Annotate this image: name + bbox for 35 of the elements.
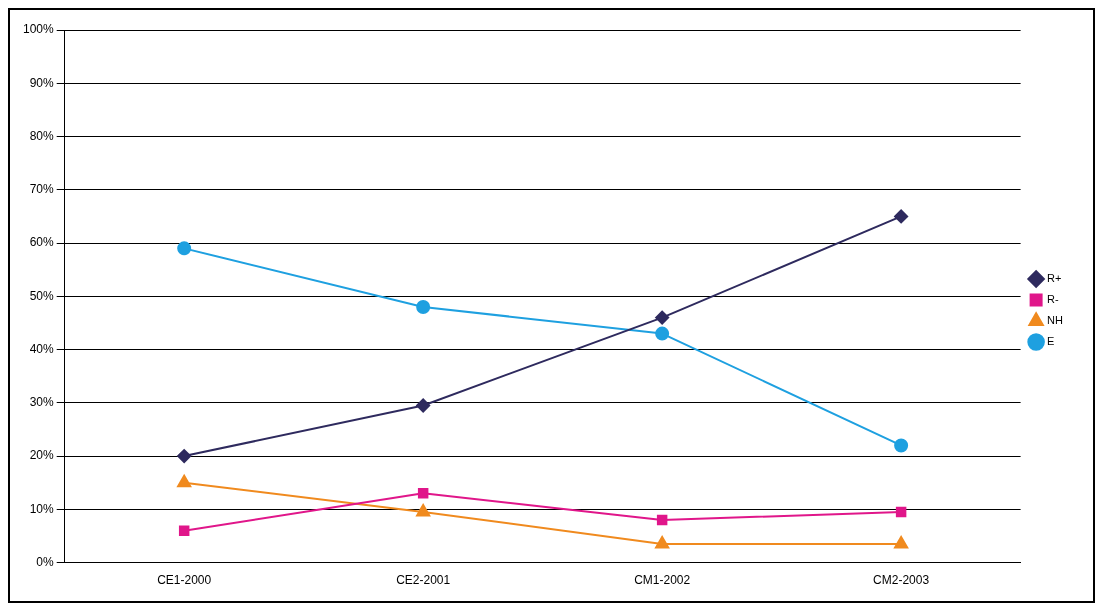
point [655,535,670,549]
point [655,310,670,325]
legend-label: NH [1047,314,1064,327]
point [177,449,192,464]
legend-label: R+ [1047,272,1062,285]
point [656,514,668,526]
y-tick-label: 70% [29,182,55,197]
x-tick-label: CM1-2002 [634,573,691,588]
point [416,504,431,517]
y-tick-label: 100% [22,22,55,37]
point [178,525,190,536]
point [417,488,429,499]
y-tick-label: 0% [36,554,55,569]
point [177,241,192,256]
y-tick-label: 90% [29,75,55,90]
point [894,535,909,549]
y-tick-label: 60% [29,235,55,250]
x-tick-label: CE1-2000 [157,573,212,588]
y-tick-label: 20% [29,448,55,463]
point [894,209,909,224]
legend-label: E [1047,335,1055,348]
point [416,398,431,413]
point [895,506,907,518]
legend-label: R- [1047,293,1060,306]
y-tick-label: 50% [29,288,55,303]
x-tick-label: CM2-2003 [873,573,930,588]
y-tick-label: 30% [29,395,55,410]
point [655,326,670,341]
x-tick-label: CE2-2001 [396,573,451,588]
point [177,474,192,488]
y-tick-label: 80% [29,128,55,143]
y-tick-label: 40% [29,341,55,356]
point [416,299,431,314]
point [894,438,909,453]
y-tick-label: 10% [29,501,55,516]
